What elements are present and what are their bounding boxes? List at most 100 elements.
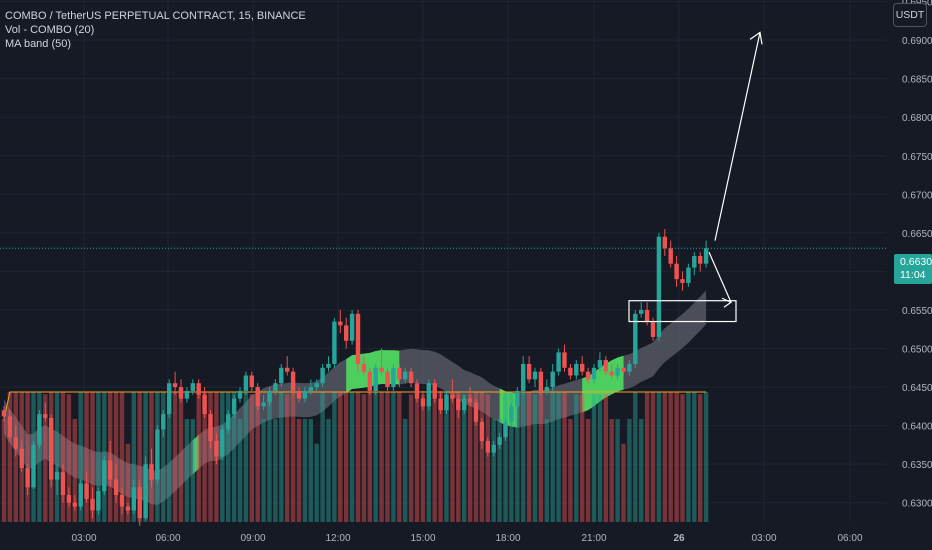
volume-bar <box>361 394 367 522</box>
volume-bar <box>178 392 184 522</box>
candle <box>332 317 337 368</box>
candle <box>485 437 490 457</box>
volume-bar <box>556 392 561 522</box>
candle <box>190 379 195 395</box>
candle <box>633 309 638 368</box>
candle <box>214 433 219 465</box>
volume-bar <box>243 392 249 522</box>
drawings[interactable] <box>628 31 763 323</box>
candle <box>432 379 437 403</box>
volume-bar <box>420 394 426 522</box>
candle <box>119 487 125 515</box>
candle <box>550 363 555 391</box>
time-axis[interactable]: 03:00 06:00 09:00 12:00 15:00 18:00 21:00 26 03:… <box>71 533 862 544</box>
candle <box>497 433 502 449</box>
candle <box>37 410 42 449</box>
volume-bar <box>302 419 308 522</box>
candle <box>90 487 95 519</box>
price-tick: 0.6750 <box>902 152 932 163</box>
candle <box>1 406 7 422</box>
time-tick: 12:00 <box>325 533 350 544</box>
volume-bar <box>167 392 172 522</box>
candle <box>31 441 36 489</box>
bar-countdown: 11:04 <box>900 269 926 281</box>
candle <box>574 360 579 380</box>
candle <box>184 387 190 403</box>
ma-band-indicator-label[interactable]: MA band (50) <box>5 38 72 50</box>
volume-bar <box>462 394 467 522</box>
candle <box>391 363 396 391</box>
candle <box>172 371 178 395</box>
volume-bar <box>403 419 408 522</box>
price-tick: 0.6650 <box>902 229 932 240</box>
volume-bar <box>60 392 66 522</box>
price-tick: 0.6400 <box>902 422 932 433</box>
candle <box>627 360 632 376</box>
arrow-head <box>749 31 763 45</box>
volume-bar <box>438 392 443 522</box>
candle <box>438 390 443 415</box>
candle <box>532 367 538 388</box>
candle <box>639 302 644 318</box>
arrow-up-target[interactable] <box>714 32 761 241</box>
candle <box>450 379 455 403</box>
volume-bar <box>656 392 662 522</box>
volume-bar <box>609 419 614 522</box>
candle <box>249 371 254 391</box>
candle <box>60 464 66 503</box>
currency-button[interactable]: USDT <box>893 3 927 27</box>
candle <box>580 356 585 376</box>
volume-bar <box>113 392 119 522</box>
time-tick: 03:00 <box>71 533 96 544</box>
candle <box>585 367 591 384</box>
candle <box>473 398 479 426</box>
time-tick: 06:00 <box>155 533 180 544</box>
candle <box>273 379 278 395</box>
price-tick: 0.6700 <box>902 190 932 201</box>
ma-band-highlight <box>499 388 518 428</box>
candle <box>178 379 184 403</box>
candle <box>385 367 390 391</box>
candle <box>615 363 620 380</box>
arrow-to-box[interactable] <box>708 251 732 303</box>
candle <box>420 390 426 411</box>
candle <box>467 387 473 407</box>
rectangle-drawing[interactable] <box>628 300 737 323</box>
candle <box>656 232 662 341</box>
volume-bar <box>37 392 42 522</box>
volume-bar <box>544 419 549 522</box>
chart-grid <box>0 0 886 522</box>
candle <box>125 502 131 515</box>
volume-bar <box>273 419 278 522</box>
volume-bar <box>379 392 384 522</box>
symbol-title[interactable]: COMBO / TetherUS PERPETUAL CONTRACT, 15,… <box>5 10 306 22</box>
candle <box>491 441 496 457</box>
volume-bar <box>96 392 101 522</box>
volume-bar <box>125 443 131 522</box>
candle <box>202 387 207 418</box>
candle <box>226 410 231 434</box>
volume-bar <box>456 392 461 522</box>
candle <box>320 363 325 388</box>
candle <box>25 464 30 496</box>
candle <box>285 356 290 376</box>
candle <box>698 252 703 272</box>
time-tick: 26 <box>673 533 685 544</box>
volume-indicator-label[interactable]: Vol - COMBO (20) <box>5 24 95 36</box>
candle <box>155 425 160 484</box>
time-tick: 09:00 <box>240 533 265 544</box>
volume-bar <box>208 392 213 522</box>
volume-bar <box>532 394 538 522</box>
volume-bar <box>355 392 361 522</box>
price-tick: 0.6900 <box>902 36 932 47</box>
chart-legend: COMBO / TetherUS PERPETUAL CONTRACT, 15,… <box>5 9 306 51</box>
candle <box>243 371 249 395</box>
candle <box>662 229 667 256</box>
candle <box>503 417 508 442</box>
volume-bar <box>686 392 691 522</box>
volume-ma-line <box>3 391 707 420</box>
candle <box>66 487 72 507</box>
time-tick: 21:00 <box>581 533 606 544</box>
candle <box>267 387 272 407</box>
